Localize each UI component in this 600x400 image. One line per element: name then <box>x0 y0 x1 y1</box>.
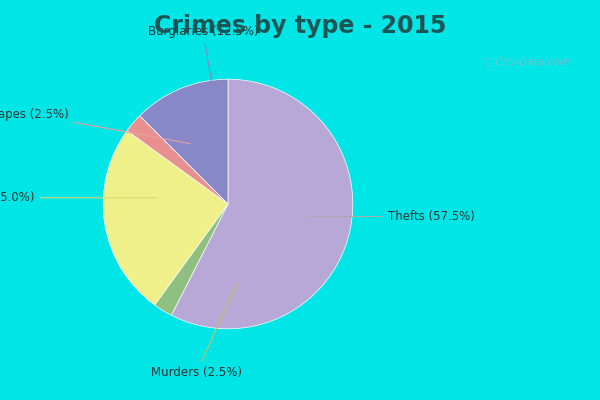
Text: Auto thefts (25.0%): Auto thefts (25.0%) <box>0 191 157 204</box>
Text: ⓘ City-Data.com: ⓘ City-Data.com <box>486 57 570 67</box>
Wedge shape <box>172 79 353 329</box>
Wedge shape <box>155 204 228 315</box>
Wedge shape <box>140 79 228 204</box>
Text: Crimes by type - 2015: Crimes by type - 2015 <box>154 14 446 38</box>
Wedge shape <box>127 116 228 204</box>
Wedge shape <box>103 131 228 305</box>
Text: Burglaries (12.5%): Burglaries (12.5%) <box>148 25 258 116</box>
Text: Murders (2.5%): Murders (2.5%) <box>151 284 242 379</box>
Text: Thefts (57.5%): Thefts (57.5%) <box>308 210 475 223</box>
Text: Rapes (2.5%): Rapes (2.5%) <box>0 108 190 144</box>
